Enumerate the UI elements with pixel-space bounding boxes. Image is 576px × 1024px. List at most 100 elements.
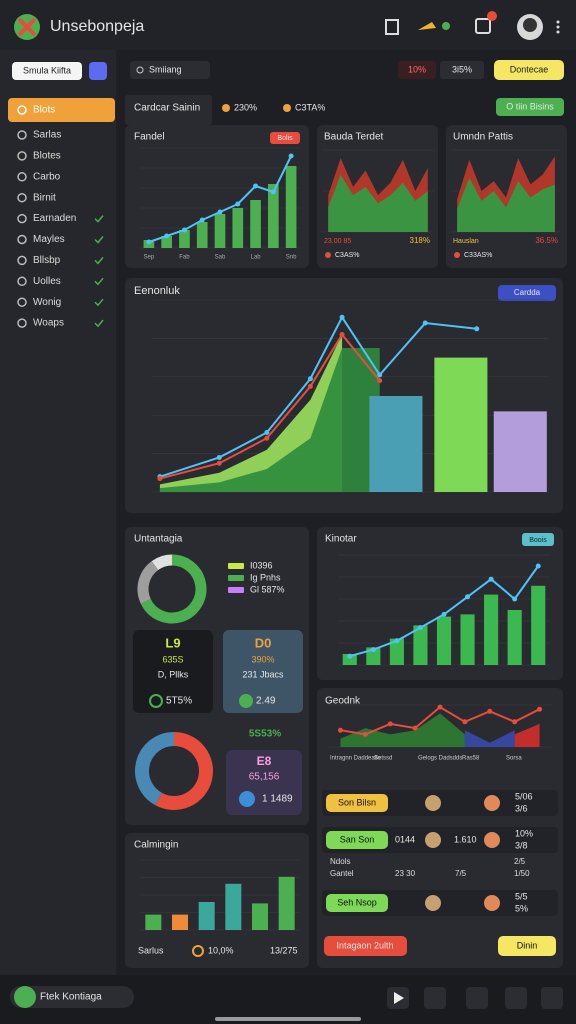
label: Boois — [529, 537, 547, 544]
label: Son Bilsn — [338, 797, 376, 807]
area — [340, 713, 465, 747]
point — [394, 638, 400, 644]
bar — [366, 647, 381, 665]
x-tick-label: Sep — [144, 255, 155, 261]
tile — [133, 630, 213, 713]
nav-item: Carbo — [33, 171, 61, 182]
label: Cardda — [514, 288, 541, 297]
header — [0, 0, 576, 50]
line — [159, 315, 477, 478]
label: Hauslan — [453, 238, 479, 245]
nav-icon — [17, 192, 27, 203]
label: Intragnn Daddealls — [330, 756, 380, 762]
label: Gantel — [330, 869, 354, 878]
pill[interactable] — [326, 794, 388, 812]
tile-icon — [149, 694, 163, 708]
label: Bauda Terdet — [324, 132, 384, 143]
badge — [270, 132, 300, 144]
footer-settings[interactable] — [541, 987, 563, 1009]
label: Sarlus — [138, 945, 164, 955]
label: Ndols — [330, 857, 350, 866]
label: 2/5 — [514, 857, 526, 866]
bar — [484, 594, 499, 665]
icon[interactable] — [418, 22, 436, 30]
point — [337, 727, 343, 733]
app-title: Unsebonpeja — [50, 18, 144, 35]
icon[interactable] — [475, 18, 491, 34]
point — [465, 594, 471, 600]
button[interactable] — [324, 936, 407, 956]
label: Seh Nsop — [337, 897, 377, 907]
donut-segment — [151, 554, 173, 571]
button[interactable] — [494, 60, 564, 80]
nav-item: Mayles — [33, 234, 65, 245]
bar — [389, 638, 404, 665]
tile-icon — [239, 791, 255, 807]
button[interactable] — [496, 98, 564, 116]
bar — [214, 214, 226, 248]
avatar — [425, 832, 441, 848]
label: 390% — [251, 654, 274, 664]
point — [487, 708, 493, 714]
button[interactable] — [10, 986, 134, 1008]
bar — [460, 614, 475, 665]
button[interactable] — [12, 62, 82, 80]
footer-power[interactable] — [505, 987, 527, 1009]
x-tick-label: Sab — [215, 255, 226, 261]
menu-dot — [556, 20, 560, 24]
nav-item: Blots — [33, 105, 55, 116]
point — [370, 647, 376, 653]
button[interactable] — [498, 936, 556, 956]
tab-active[interactable] — [125, 95, 212, 125]
label: Dontecae — [510, 64, 549, 74]
label: 1 1489 — [262, 794, 293, 805]
button[interactable] — [89, 62, 107, 80]
point — [462, 719, 468, 725]
label: 7/5 — [455, 869, 467, 878]
point — [339, 314, 345, 320]
bar — [232, 208, 244, 248]
donut-segment — [135, 732, 175, 806]
nav-item: Wonig — [33, 297, 61, 308]
point — [512, 719, 518, 725]
avatar — [484, 832, 500, 848]
label: Fandel — [134, 132, 165, 143]
label: C3AS% — [335, 252, 360, 259]
icon[interactable] — [385, 19, 399, 35]
check — [94, 215, 104, 223]
card — [317, 527, 563, 680]
label: C3TA% — [295, 102, 325, 112]
label: Bolis — [277, 135, 293, 142]
check — [94, 256, 104, 265]
bar — [531, 585, 546, 665]
point — [339, 332, 345, 338]
label: 2.49 — [256, 696, 276, 707]
area — [159, 348, 380, 492]
dot — [454, 252, 460, 258]
point — [181, 227, 187, 233]
label: Ras58 — [462, 756, 480, 762]
label: E8 — [257, 754, 272, 768]
check — [94, 277, 104, 286]
card — [125, 125, 309, 268]
nav-icon — [17, 172, 27, 182]
button[interactable] — [498, 285, 556, 301]
area — [514, 723, 540, 747]
pill[interactable] — [326, 831, 388, 849]
donut-segment — [140, 554, 207, 624]
label: 231 Jbacs — [242, 669, 284, 679]
footer-window[interactable] — [424, 987, 446, 1009]
area — [457, 177, 555, 232]
bar — [507, 610, 522, 665]
label: Geodnk — [325, 696, 361, 707]
point — [288, 153, 294, 159]
nav-item: Sarlas — [33, 130, 61, 141]
search[interactable] — [130, 61, 210, 79]
nav-item-active[interactable] — [8, 98, 115, 122]
area — [464, 730, 515, 747]
check — [94, 236, 104, 244]
nav-item: Birnit — [33, 192, 56, 203]
pill[interactable] — [326, 894, 388, 912]
tab-icon — [283, 104, 291, 112]
footer-display[interactable] — [466, 987, 488, 1009]
